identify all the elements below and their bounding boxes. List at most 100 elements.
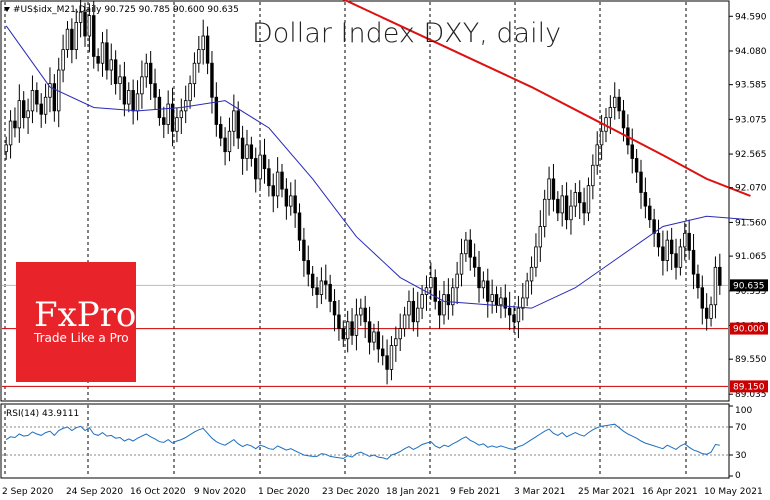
- candle-body: [573, 192, 578, 207]
- candle-body: [678, 246, 683, 268]
- candle-body: [402, 314, 407, 329]
- candle-body: [661, 246, 665, 261]
- rsi-panel-frame: [0, 403, 730, 479]
- candle-body: [236, 110, 240, 139]
- candle-body: [683, 232, 687, 248]
- symbol-header: #US$idx_M21,Daily 90.725 90.785 90.600 9…: [13, 5, 239, 15]
- ma-line: [342, 0, 751, 197]
- candle-body: [205, 35, 210, 64]
- candle-body: [52, 83, 57, 112]
- candle-body: [455, 273, 459, 289]
- candle-body: [486, 280, 490, 302]
- candle-body: [407, 300, 411, 316]
- candle-body: [359, 307, 363, 316]
- candle-body: [297, 212, 302, 241]
- rsi-tick-label: 0: [735, 471, 741, 481]
- moving-averages: [5, 0, 751, 309]
- candle-body: [131, 90, 135, 112]
- candle-body: [26, 110, 30, 119]
- candle-body: [157, 96, 162, 119]
- rsi-line: [5, 423, 720, 460]
- candle-body: [21, 100, 26, 119]
- candle-body: [293, 195, 297, 214]
- candle-body: [564, 195, 569, 221]
- candle-body: [122, 76, 127, 105]
- candle-body: [267, 168, 271, 187]
- candle-body: [446, 294, 451, 306]
- candle-body: [416, 307, 420, 323]
- candle-body: [376, 331, 381, 350]
- candle-body: [652, 219, 656, 234]
- x-ticks: 2 Sep 2020 24 Sep 2020 16 Oct 2020 9 Nov 20…: [2, 487, 763, 497]
- x-tick-label: 9 Nov 2020: [194, 487, 246, 497]
- chart-title: Dollar Index DXY, daily: [252, 18, 561, 49]
- candle-body: [389, 345, 394, 370]
- price-tick-label: 90.555: [735, 287, 767, 297]
- level-badge-label: 89.150: [733, 382, 765, 392]
- candle-body: [140, 76, 144, 95]
- candle-body: [192, 62, 197, 85]
- candle-body: [350, 321, 354, 336]
- candle-body: [315, 287, 319, 295]
- candle-body: [201, 35, 205, 51]
- logo-tagline: Trade Like a Pro: [33, 331, 129, 345]
- candle-body: [648, 205, 652, 221]
- rsi-tick-label: 100: [735, 406, 752, 416]
- candle-body: [8, 120, 13, 146]
- candle-body: [188, 83, 192, 102]
- x-tick-label: 18 Jan 2021: [386, 487, 440, 497]
- logo-name: FxPro: [34, 295, 136, 335]
- candle-body: [472, 256, 477, 268]
- price-tick-label: 92.070: [735, 184, 767, 194]
- x-tick-label: 23 Dec 2020: [322, 487, 380, 497]
- level-badges: 90.000 89.150 90.635: [730, 279, 768, 393]
- candle-body: [709, 304, 713, 319]
- candle-body: [61, 49, 65, 71]
- price-tick-label: 89.035: [735, 390, 767, 400]
- candle-body: [442, 294, 446, 316]
- candle-body: [105, 42, 109, 71]
- candle-body: [197, 49, 201, 64]
- candle-body: [503, 297, 508, 309]
- candle-body: [521, 297, 525, 309]
- candle-body: [354, 314, 359, 336]
- candle-body: [691, 249, 696, 275]
- rsi-tick-label: 30: [735, 451, 747, 461]
- candle-body: [394, 338, 398, 346]
- candle-body: [324, 280, 328, 285]
- candle-body: [529, 266, 534, 282]
- candle-body: [127, 90, 131, 105]
- logo-background: [16, 262, 136, 382]
- price-tick-label: 93.585: [735, 81, 767, 91]
- candle-body: [665, 239, 669, 261]
- candles: [4, 0, 722, 385]
- price-tick-label: 91.065: [735, 252, 767, 262]
- candle-body: [613, 96, 617, 108]
- candle-body: [451, 287, 455, 306]
- candle-body: [494, 294, 499, 306]
- candle-body: [65, 28, 70, 51]
- candle-body: [634, 158, 639, 173]
- candle-body: [210, 62, 214, 98]
- candle-body: [599, 130, 604, 146]
- price-tick-label: 93.075: [735, 115, 767, 125]
- candle-body: [372, 331, 376, 343]
- candle-body: [700, 287, 705, 309]
- x-tick-label: 16 Apr 2021: [642, 487, 698, 497]
- candle-body: [43, 96, 48, 115]
- candle-body: [437, 300, 442, 316]
- candle-body: [621, 110, 626, 129]
- candle-body: [385, 355, 389, 370]
- candle-body: [284, 188, 289, 207]
- price-tick-label: 92.565: [735, 150, 767, 160]
- candle-body: [345, 321, 350, 340]
- candle-body: [262, 154, 267, 170]
- candle-body: [232, 110, 236, 132]
- candle-body: [367, 321, 372, 343]
- candle-body: [481, 280, 486, 289]
- symbol-triangle-icon: [4, 7, 10, 12]
- candle-body: [74, 22, 78, 51]
- candle-body: [144, 62, 149, 78]
- candle-body: [569, 205, 573, 221]
